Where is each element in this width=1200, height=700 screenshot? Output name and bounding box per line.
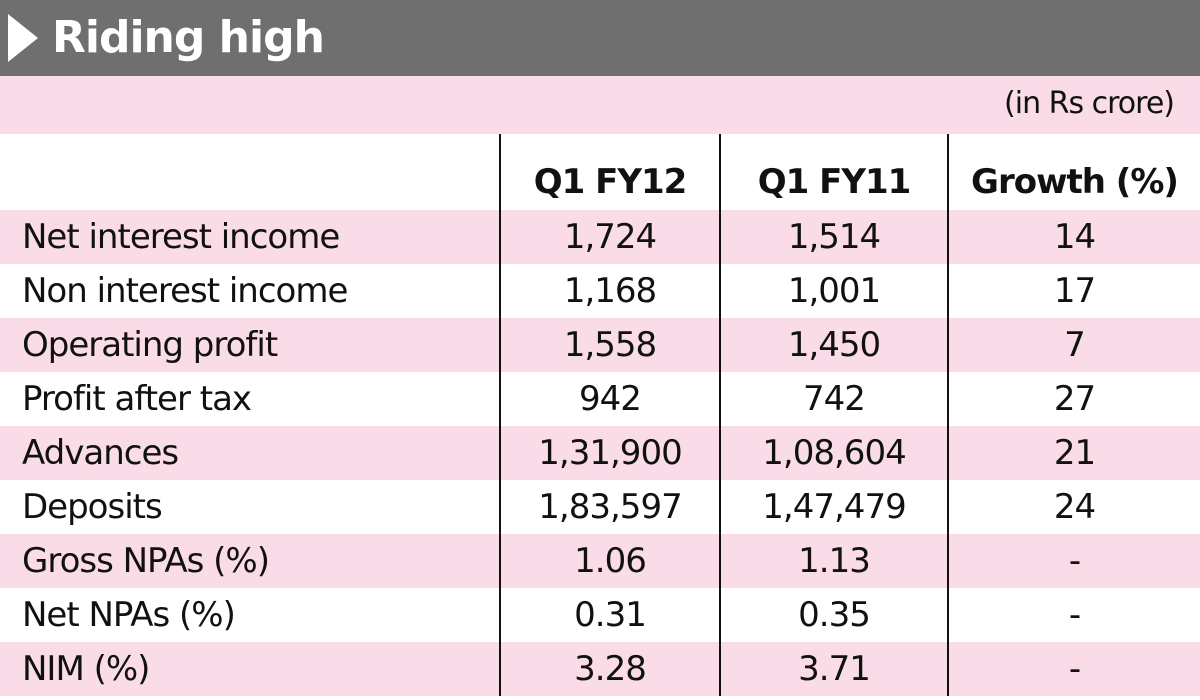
cell-q1fy12: 1,31,900	[500, 426, 721, 480]
column-header-label	[0, 134, 501, 210]
table-row: NIM (%) 3.28 3.71 -	[0, 642, 1200, 696]
title-bar: Riding high	[0, 0, 1200, 76]
cell-growth: 7	[948, 318, 1200, 372]
units-label: (in Rs crore)	[1004, 86, 1175, 121]
cell-q1fy11: 1,001	[720, 264, 949, 318]
row-label: Net NPAs (%)	[0, 588, 501, 642]
cell-growth: -	[948, 642, 1200, 696]
cell-q1fy12: 942	[500, 372, 721, 426]
table-row: Net interest income 1,724 1,514 14	[0, 210, 1200, 264]
data-table: Q1 FY12 Q1 FY11 Growth (%) Net interest …	[0, 134, 1200, 696]
cell-q1fy11: 3.71	[720, 642, 949, 696]
row-label: NIM (%)	[0, 642, 501, 696]
cell-q1fy11: 1,514	[720, 210, 949, 264]
cell-q1fy11: 742	[720, 372, 949, 426]
cell-q1fy12: 1,558	[500, 318, 721, 372]
column-header-growth: Growth (%)	[948, 134, 1200, 210]
cell-growth: 21	[948, 426, 1200, 480]
table-row: Profit after tax 942 742 27	[0, 372, 1200, 426]
table-row: Non interest income 1,168 1,001 17	[0, 264, 1200, 318]
cell-growth: 27	[948, 372, 1200, 426]
cell-growth: -	[948, 588, 1200, 642]
row-label: Operating profit	[0, 318, 501, 372]
row-label: Advances	[0, 426, 501, 480]
table-row: Operating profit 1,558 1,450 7	[0, 318, 1200, 372]
table-header-row: Q1 FY12 Q1 FY11 Growth (%)	[0, 134, 1200, 210]
cell-q1fy12: 0.31	[500, 588, 721, 642]
page-title: Riding high	[52, 12, 325, 63]
cell-q1fy12: 1.06	[500, 534, 721, 588]
cell-growth: 24	[948, 480, 1200, 534]
column-header-q1fy11: Q1 FY11	[720, 134, 949, 210]
table-row: Gross NPAs (%) 1.06 1.13 -	[0, 534, 1200, 588]
cell-q1fy12: 1,83,597	[500, 480, 721, 534]
cell-q1fy11: 1,450	[720, 318, 949, 372]
row-label: Deposits	[0, 480, 501, 534]
row-label: Non interest income	[0, 264, 501, 318]
units-row: (in Rs crore)	[0, 76, 1200, 134]
cell-growth: 14	[948, 210, 1200, 264]
cell-q1fy12: 1,724	[500, 210, 721, 264]
table-row: Net NPAs (%) 0.31 0.35 -	[0, 588, 1200, 642]
cell-q1fy12: 3.28	[500, 642, 721, 696]
cell-q1fy12: 1,168	[500, 264, 721, 318]
table-row: Deposits 1,83,597 1,47,479 24	[0, 480, 1200, 534]
row-label: Profit after tax	[0, 372, 501, 426]
column-header-q1fy12: Q1 FY12	[500, 134, 721, 210]
cell-growth: -	[948, 534, 1200, 588]
cell-q1fy11: 1,08,604	[720, 426, 949, 480]
row-label: Gross NPAs (%)	[0, 534, 501, 588]
cell-growth: 17	[948, 264, 1200, 318]
table-row: Advances 1,31,900 1,08,604 21	[0, 426, 1200, 480]
cell-q1fy11: 1,47,479	[720, 480, 949, 534]
cell-q1fy11: 1.13	[720, 534, 949, 588]
row-label: Net interest income	[0, 210, 501, 264]
cell-q1fy11: 0.35	[720, 588, 949, 642]
arrow-icon	[8, 14, 38, 62]
